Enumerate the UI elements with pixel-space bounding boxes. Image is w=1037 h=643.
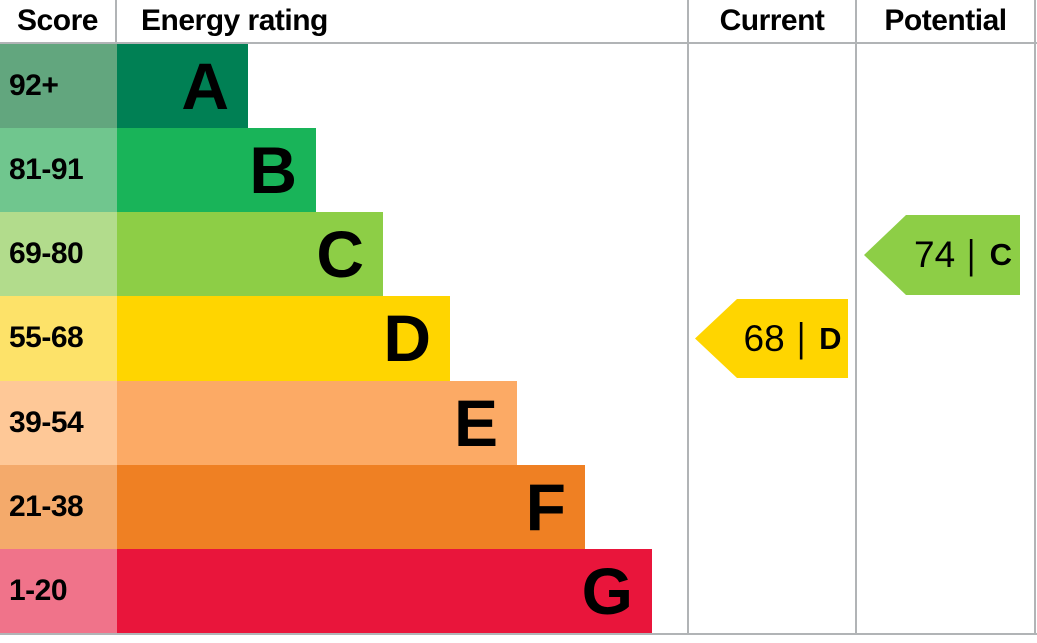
band-e-bar: E (117, 380, 517, 465)
band-c-score-cell: 69-80 (0, 212, 117, 297)
band-d-letter: D (383, 301, 431, 376)
band-d-score-cell: 55-68 (0, 296, 117, 381)
band-f-bar: F (117, 464, 585, 549)
band-c-bar: C (117, 212, 383, 297)
divider-energy-current (687, 0, 689, 635)
band-row-g: 1-20 G (0, 548, 688, 633)
band-a-bar: A (117, 44, 248, 129)
band-c-letter: C (316, 217, 364, 292)
band-b-letter: B (249, 133, 297, 208)
current-rating-score: 68 (743, 317, 785, 359)
potential-rating-score: 74 (914, 234, 956, 275)
band-row-f: 21-38 F (0, 464, 688, 549)
divider-right-edge (1034, 0, 1036, 635)
band-f-score-cell: 21-38 (0, 464, 117, 549)
band-e-score-range: 39-54 (9, 405, 84, 439)
score-column-header: Score (0, 0, 117, 42)
band-row-c: 69-80 C (0, 212, 688, 297)
band-row-d: 55-68 D (0, 296, 688, 381)
band-row-b: 81-91 B (0, 128, 688, 213)
bottom-rule (0, 633, 1037, 635)
potential-header-label: Potential (884, 4, 1007, 37)
current-header-label: Current (719, 4, 825, 37)
band-g-letter: G (581, 553, 633, 628)
current-rating-arrow: 68 | D (695, 299, 848, 378)
band-e-letter: E (453, 385, 498, 460)
potential-column-header: Potential (857, 0, 1034, 42)
potential-rating-separator: | (967, 232, 976, 277)
band-g-score-cell: 1-20 (0, 548, 117, 633)
band-row-e: 39-54 E (0, 380, 688, 465)
divider-current-potential (855, 0, 857, 635)
current-rating-separator: | (796, 316, 806, 360)
band-d-bar: D (117, 296, 450, 381)
current-column-header: Current (689, 0, 855, 42)
header-rule (0, 42, 1037, 44)
band-a-score-range: 92+ (9, 69, 59, 103)
energy-rating-header-label: Energy rating (141, 4, 328, 37)
band-d-score-range: 55-68 (9, 321, 84, 355)
band-f-letter: F (525, 469, 566, 544)
potential-rating-arrow: 74 | C (864, 215, 1020, 295)
band-b-bar: B (117, 128, 316, 213)
band-a-letter: A (181, 49, 229, 124)
energy-rating-column-header: Energy rating (117, 0, 687, 42)
band-row-a: 92+ A (0, 44, 688, 129)
energy-bands: 92+ A 81-91 B 69-80 C 55-68 (0, 44, 688, 633)
band-e-score-cell: 39-54 (0, 380, 117, 465)
band-b-score-cell: 81-91 (0, 128, 117, 213)
band-c-score-range: 69-80 (9, 237, 84, 271)
band-f-score-range: 21-38 (9, 489, 84, 523)
band-b-score-range: 81-91 (9, 153, 84, 187)
band-g-bar: G (117, 548, 652, 633)
potential-rating-letter: C (989, 237, 1012, 272)
band-g-score-range: 1-20 (9, 573, 68, 607)
current-rating-letter: D (819, 320, 842, 356)
band-a-score-cell: 92+ (0, 44, 117, 129)
score-header-label: Score (17, 4, 98, 37)
